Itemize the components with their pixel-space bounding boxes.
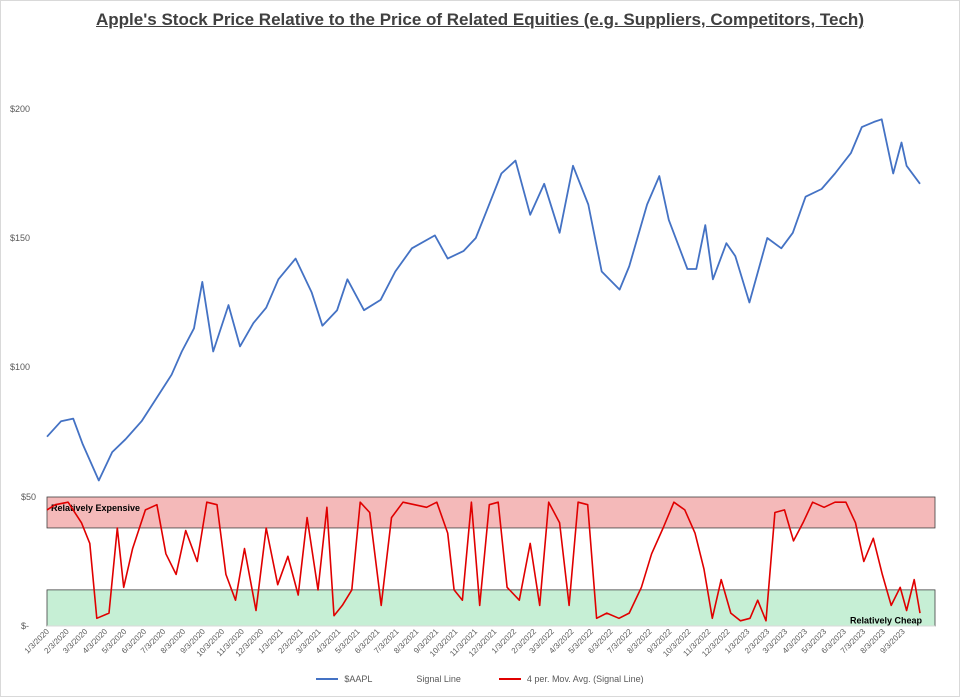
y-tick-label: $150 [10, 233, 30, 243]
cheap-band [46, 589, 936, 627]
legend-swatch-aapl [316, 678, 339, 680]
legend-label-aapl: $AAPL [344, 674, 373, 684]
y-tick-label: $50 [21, 492, 36, 502]
y-tick-label: $100 [10, 362, 30, 372]
legend-swatch-moving-average [498, 678, 521, 680]
legend-label-signal-line: Signal Line [416, 674, 461, 684]
legend-item-moving-average: 4 per. Mov. Avg. (Signal Line) [498, 674, 644, 684]
legend-label-moving-average: 4 per. Mov. Avg. (Signal Line) [526, 674, 644, 684]
expensive-band [46, 496, 936, 529]
y-tick-label: $200 [10, 104, 30, 114]
legend-item-signal-line: Signal Line [410, 674, 461, 684]
series-moving-average-line [46, 501, 921, 622]
chart-title: Apple's Stock Price Relative to the Pric… [96, 10, 864, 29]
series-aapl-line [46, 118, 921, 482]
legend-item-aapl: $AAPL [316, 674, 372, 684]
y-tick-label: $- [21, 621, 29, 631]
chart-legend: $AAPL Signal Line 4 per. Mov. Avg. (Sign… [0, 674, 960, 684]
band-label-expensive: Relatively Expensive [51, 503, 140, 513]
band-label-cheap: Relatively Cheap [850, 615, 923, 625]
